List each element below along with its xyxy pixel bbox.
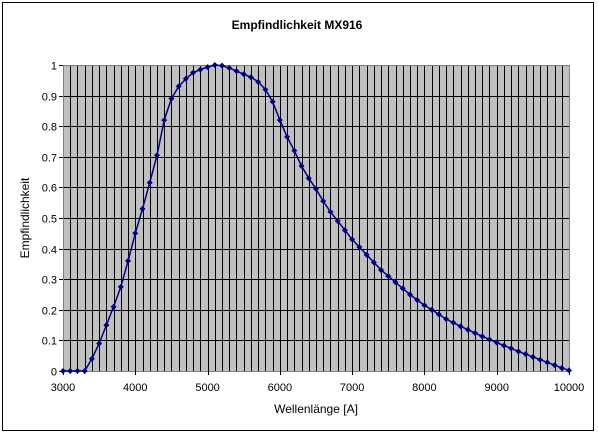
data-point	[298, 162, 305, 169]
data-point	[204, 64, 211, 71]
data-point	[472, 330, 479, 337]
data-point	[392, 279, 399, 286]
y-tick-label: 0.1	[42, 336, 57, 348]
data-point	[269, 98, 276, 105]
data-point	[132, 230, 139, 237]
data-point	[96, 340, 103, 347]
data-point	[349, 236, 356, 243]
data-point	[363, 251, 370, 258]
data-point	[435, 311, 442, 318]
data-point	[399, 285, 406, 292]
y-tick-label: 0.6	[42, 183, 57, 195]
chart-title: Empfindlichkeit MX916	[232, 18, 363, 32]
data-point	[529, 353, 536, 360]
data-point	[558, 364, 565, 371]
y-tick-label: 0.8	[42, 122, 57, 134]
data-point	[211, 62, 218, 68]
plot-border	[63, 65, 570, 372]
data-point	[356, 244, 363, 251]
y-axis-title: Empfindlichkeit	[18, 177, 32, 258]
data-point	[247, 74, 254, 81]
x-tick-label: 9000	[484, 382, 508, 394]
y-tick-label: 0	[51, 367, 57, 379]
x-axis-title: Wellenlänge [A]	[274, 402, 358, 416]
data-point	[262, 86, 269, 93]
data-point	[233, 68, 240, 75]
data-point	[486, 336, 493, 343]
data-point	[81, 368, 88, 374]
data-point	[443, 315, 450, 322]
data-point	[226, 65, 233, 72]
data-point	[428, 306, 435, 313]
y-tick-labels: 0 0.1 0.2 0.3 0.4 0.5 0.6 0.7 0.8 0.9 1	[42, 61, 57, 379]
data-point	[385, 273, 392, 280]
data-point	[146, 179, 153, 186]
y-gridlines	[59, 65, 570, 372]
data-point	[182, 75, 189, 82]
data-point	[67, 368, 74, 374]
data-point	[457, 323, 464, 330]
data-point	[334, 218, 341, 225]
data-point	[414, 297, 421, 304]
data-point	[421, 302, 428, 309]
y-tick-label: 0.3	[42, 275, 57, 287]
x-tick-label: 6000	[268, 382, 292, 394]
data-point	[240, 71, 247, 78]
data-point	[450, 319, 457, 326]
data-point	[551, 362, 558, 369]
data-point	[313, 185, 319, 192]
data-point	[117, 283, 124, 290]
data-point	[320, 198, 327, 205]
data-point	[378, 267, 385, 274]
x-tick-label: 4000	[123, 382, 147, 394]
y-tick-label: 0.2	[42, 306, 57, 318]
data-point	[537, 356, 544, 363]
data-point	[500, 342, 507, 349]
x-tick-labels: 3000 4000 5000 6000 7000 8000 9000 10000	[51, 371, 585, 394]
data-point	[522, 351, 529, 358]
data-point	[515, 348, 522, 355]
data-point	[544, 359, 551, 366]
data-point	[103, 322, 110, 329]
data-point	[197, 66, 204, 73]
data-point	[110, 303, 117, 310]
data-point	[493, 339, 500, 346]
data-point	[566, 367, 572, 374]
data-point	[291, 147, 298, 154]
data-point	[175, 83, 182, 90]
data-point	[370, 259, 377, 266]
data-point	[464, 326, 471, 333]
y-tick-label: 0.7	[42, 153, 57, 165]
data-point	[341, 227, 348, 234]
y-tick-label: 0.9	[42, 92, 57, 104]
data-point	[406, 291, 413, 298]
chart-frame: Empfindlichkeit MX916 3000 4000 5000 6000 70…	[2, 2, 594, 431]
line-chart: Empfindlichkeit MX916 3000 4000 5000 6000 70…	[18, 18, 585, 416]
data-point	[327, 208, 334, 215]
data-point	[190, 69, 197, 76]
series-layer	[60, 62, 572, 374]
data-point	[125, 257, 132, 264]
x-tick-label: 8000	[412, 382, 436, 394]
data-point	[161, 117, 168, 124]
data-point	[276, 117, 283, 124]
x-tick-label: 10000	[554, 382, 585, 394]
x-tick-label: 5000	[195, 382, 219, 394]
data-point	[479, 333, 486, 340]
data-point	[88, 355, 95, 362]
data-point	[60, 368, 66, 374]
y-tick-label: 0.5	[42, 214, 57, 226]
data-point	[219, 62, 226, 69]
data-point	[139, 205, 146, 212]
data-point	[74, 368, 81, 374]
x-tick-label: 3000	[51, 382, 75, 394]
data-point	[284, 133, 291, 140]
data-point	[168, 95, 175, 102]
y-tick-label: 1	[51, 61, 57, 73]
data-point	[305, 175, 312, 182]
x-tick-label: 7000	[340, 382, 364, 394]
data-point	[153, 152, 160, 159]
data-point	[508, 345, 515, 352]
y-tick-label: 0.4	[42, 245, 57, 257]
